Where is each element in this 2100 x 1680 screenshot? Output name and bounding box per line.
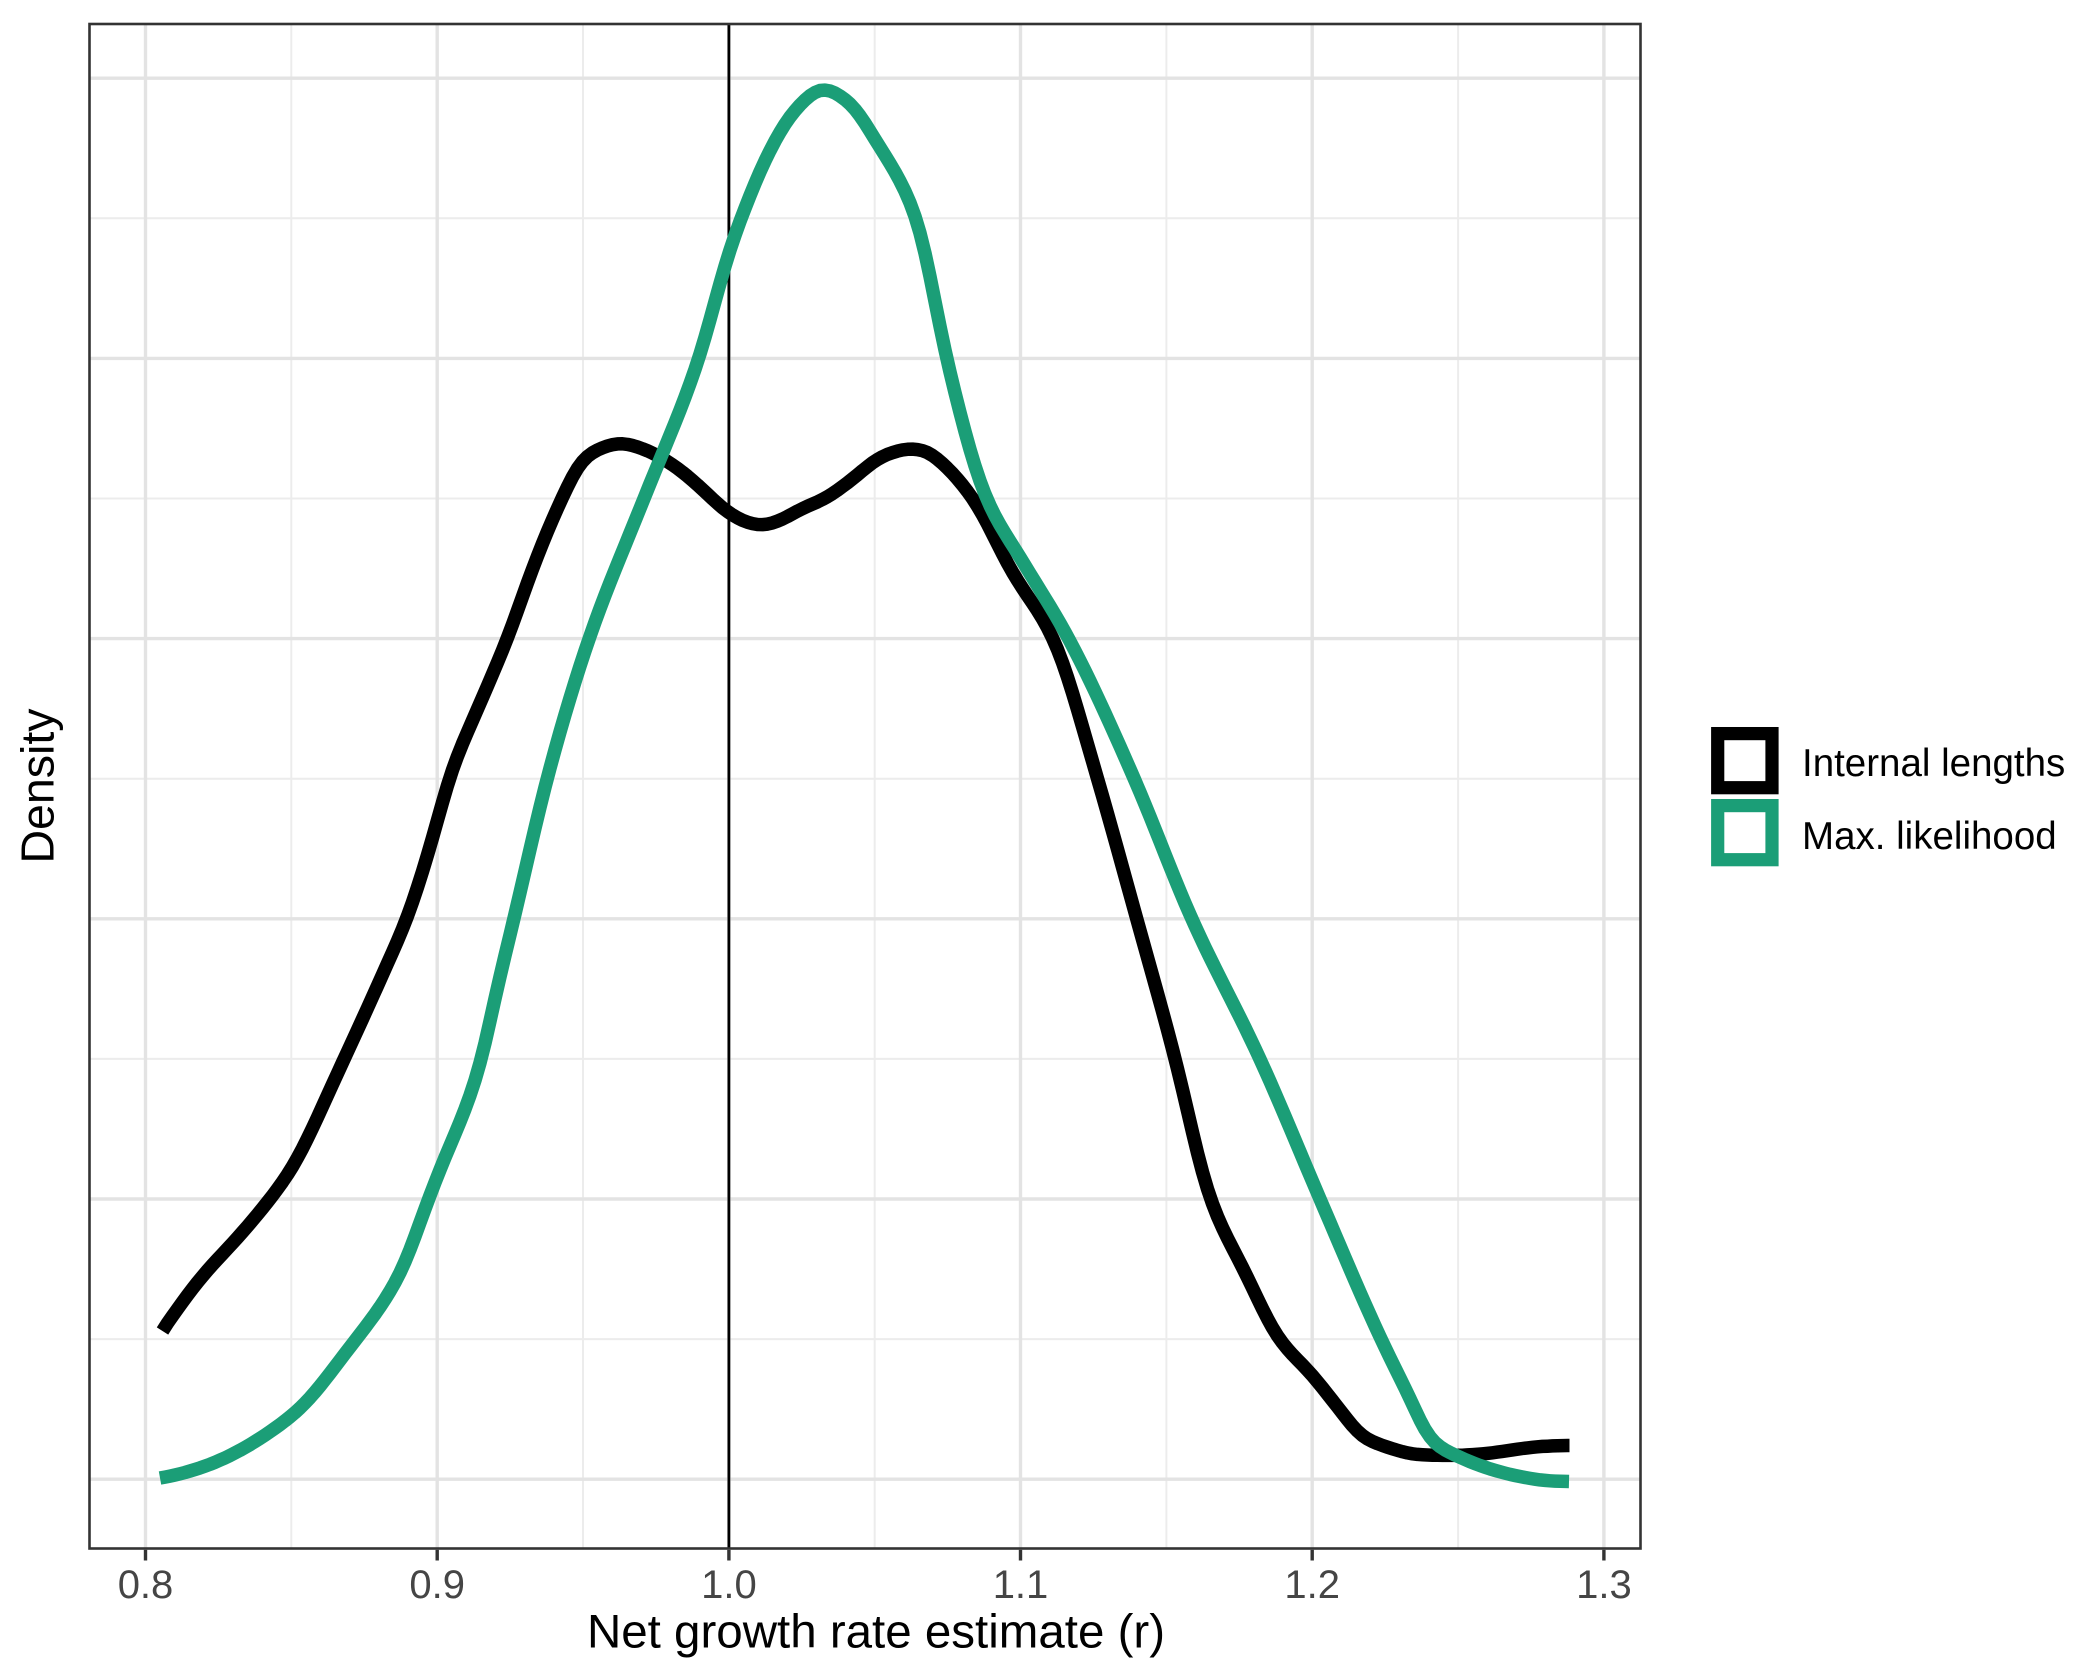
svg-text:1.2: 1.2 — [1284, 1563, 1340, 1607]
svg-text:0.9: 0.9 — [409, 1563, 465, 1607]
svg-text:Net growth rate estimate (r): Net growth rate estimate (r) — [587, 1606, 1165, 1659]
svg-text:1.0: 1.0 — [701, 1563, 757, 1607]
svg-text:Max. likelihood: Max. likelihood — [1802, 815, 2057, 858]
svg-text:Density: Density — [12, 708, 64, 864]
svg-text:Internal lengths: Internal lengths — [1802, 742, 2065, 785]
svg-text:1.1: 1.1 — [993, 1563, 1049, 1607]
svg-text:1.3: 1.3 — [1576, 1563, 1632, 1607]
svg-text:0.8: 0.8 — [118, 1563, 174, 1607]
